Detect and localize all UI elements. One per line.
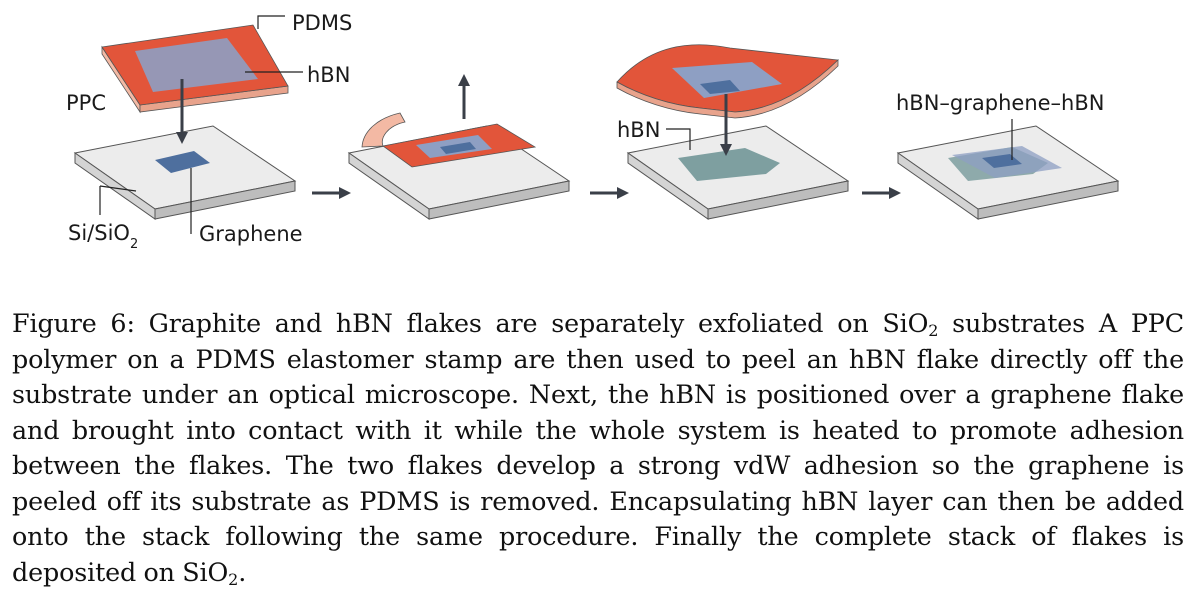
panel-3-hbn-over-graphene [616,44,850,220]
figure-caption: Figure 6: Graphite and hBN flakes are se… [12,306,1184,590]
pdms-ppc-stamp-1 [101,24,289,114]
hbn-graphene-hbn-stack [948,146,1062,181]
label-hbn-step3: hBN [617,118,660,142]
caption-text-part1: Graphite and hBN flakes are separately e… [148,308,929,338]
label-graphene: Graphene [199,222,303,246]
caption-label: Figure 6: [12,308,135,338]
caption-text-part3: . [238,556,247,587]
fabrication-diagram: PDMS hBN PPC Si/SiO2 Graphene hBN hBN–gr… [66,11,1120,252]
curved-stamp-3 [616,44,839,119]
label-ppc: PPC [66,91,106,115]
label-si-sio: Si/SiO2 [68,221,138,252]
panel-2-peeling [347,74,571,220]
graphene-flake-1 [155,151,210,173]
label-pdms: PDMS [292,11,352,35]
substrate-1 [73,125,297,220]
caption-text-part2: substrates A PPC polymer on a PDMS elast… [12,308,1184,587]
caption-subscript-2: 2 [228,569,239,589]
label-stack: hBN–graphene–hBN [896,91,1104,115]
graphene-hbn-flake-3 [678,148,780,181]
panel-4-final-stack [896,119,1120,220]
peeling-stamp [361,112,537,168]
label-hbn-top: hBN [307,63,350,87]
label-si-sio-main: Si/SiO [68,221,130,245]
label-si-sio-sub: 2 [130,237,138,252]
caption-subscript-1: 2 [928,321,939,340]
panel-1-stamp-above-graphene [73,15,303,234]
